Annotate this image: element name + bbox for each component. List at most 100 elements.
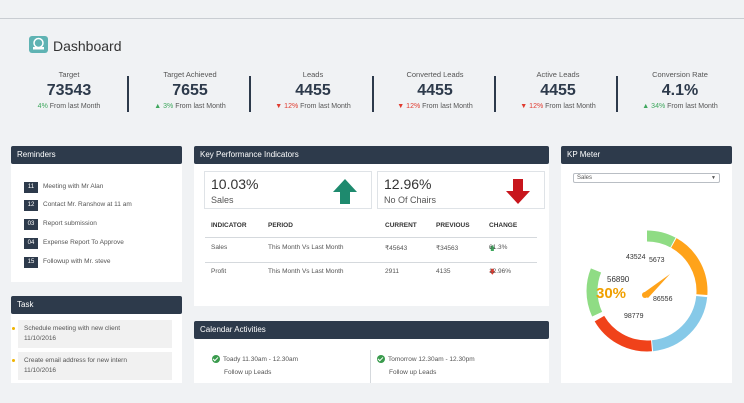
stat-label: Target Achieved (163, 70, 217, 79)
reminder-item[interactable]: 03 Report submission (24, 218, 97, 230)
gauge-label: 43524 (626, 254, 646, 261)
kpi-card-label: Sales (211, 195, 234, 205)
calendar-time: Tomorrow 12.30am - 12.30pm (388, 356, 475, 363)
calendar-item[interactable]: Toady 11.30am - 12.30am Follow up Leads (212, 354, 298, 378)
gauge-label: 5673 (649, 257, 665, 264)
column-header: PERIOD (268, 222, 293, 229)
column-header: PREVIOUS (436, 222, 470, 229)
table-row[interactable]: Profit This Month Vs Last Month 2911 413… (205, 268, 537, 292)
column-header: CURRENT (385, 222, 417, 229)
reminder-text: Report submission (43, 220, 97, 227)
stat-label: Target (58, 70, 80, 79)
stat-label: Converted Leads (406, 70, 464, 79)
reminder-item[interactable]: 04 Expense Report To Approve (24, 237, 124, 249)
reminder-number: 11 (24, 182, 38, 193)
stat-change: 4% From last Month (8, 103, 130, 110)
dashboard-icon (29, 36, 48, 53)
stat-separator (127, 76, 129, 112)
stat-change-text: From last Month (300, 103, 351, 110)
gauge-ring (586, 230, 708, 352)
task-text: Schedule meeting with new client (24, 325, 121, 332)
stat-change-percent: 3% (163, 103, 174, 110)
arrow-up-icon (333, 179, 357, 204)
calendar-text: Follow up Leads (224, 369, 272, 376)
check-circle-icon (377, 355, 385, 364)
stat-value: 4455 (540, 82, 576, 99)
kpi-card-value: 10.03% (211, 176, 259, 192)
calendar-header: Calendar Activities (194, 321, 549, 339)
gauge-segment-red (586, 230, 708, 352)
stat-target: Target 73543 4% From last Month (8, 70, 130, 110)
stat-change: ▼ 12% From last Month (374, 103, 496, 110)
stat-change-percent: 12% (529, 103, 544, 110)
calendar-divider (370, 350, 371, 383)
arrow-down-icon: 🡇 (489, 269, 496, 276)
stat-change: ▼ 12% From last Month (252, 103, 374, 110)
stat-change-text: From last Month (175, 103, 226, 110)
arrow-down-icon (506, 179, 530, 204)
arrow-up-icon: 🡅 (489, 245, 496, 252)
stat-change-percent: 12% (406, 103, 421, 110)
task-bullet-icon (12, 327, 15, 330)
stat-conversion-rate: Conversion Rate 4.1% ▲ 34% From last Mon… (619, 70, 741, 110)
stat-target-achieved: Target Achieved 7655 ▲ 3% From last Mont… (129, 70, 251, 110)
stat-change: ▲ 3% From last Month (129, 103, 251, 110)
stat-label: Active Leads (536, 70, 580, 79)
kp-meter-header: KP Meter (561, 146, 732, 164)
reminder-number: 12 (24, 200, 38, 211)
gauge-segment-green (586, 230, 708, 352)
arrow-up-icon: ▲ (154, 103, 162, 110)
gauge-segment-green (586, 230, 708, 352)
task-date: 11/10/2016 (24, 367, 57, 374)
cell-indicator: Sales (211, 244, 228, 251)
top-divider (0, 18, 744, 19)
check-circle-icon (212, 355, 220, 364)
column-header: INDICATOR (211, 222, 247, 229)
task-item[interactable]: Schedule meeting with new client 11/10/2… (12, 320, 172, 348)
calendar-panel (194, 339, 549, 383)
task-date: 11/10/2016 (24, 335, 57, 342)
select-value: Sales (577, 175, 593, 181)
calendar-item[interactable]: Tomorrow 12.30am - 12.30pm Follow up Lea… (377, 354, 475, 378)
stat-value: 4455 (295, 82, 331, 99)
stat-separator (616, 76, 618, 112)
stat-change: ▲ 34% From last Month (619, 103, 741, 110)
cell-change-value: 12.96% (489, 268, 512, 275)
stats-row: Target 73543 4% From last Month Target A… (0, 70, 744, 120)
kpi-header: Key Performance Indicators (194, 146, 549, 164)
reminders-header: Reminders (11, 146, 182, 164)
gauge-label: 98779 (624, 313, 644, 320)
reminder-text: Meeting with Mr Alan (43, 183, 104, 190)
reminder-item[interactable]: 12 Contact Mr. Ranshow at 11 am (24, 199, 132, 211)
gauge-needle (642, 274, 670, 298)
kp-meter-select[interactable]: Sales ▼ (573, 173, 720, 183)
reminder-text: Expense Report To Approve (43, 239, 124, 246)
calendar-text: Follow up Leads (389, 369, 437, 376)
stat-value: 73543 (46, 82, 92, 99)
reminder-text: Followup with Mr. steve (43, 258, 111, 265)
cell-previous: ₹34563 (436, 245, 459, 252)
calendar-time: Toady 11.30am - 12.30am (223, 356, 299, 363)
task-item[interactable]: Create email address for new intern 11/1… (12, 352, 172, 380)
stat-label: Leads (302, 70, 324, 79)
stat-active-leads: Active Leads 4455 ▼ 12% From last Month (497, 70, 619, 110)
cell-previous: 4135 (436, 268, 451, 275)
reminder-item[interactable]: 11 Meeting with Mr Alan (24, 181, 103, 193)
reminder-item[interactable]: 15 Followup with Mr. steve (24, 256, 111, 268)
table-divider (205, 237, 537, 238)
stat-value: 4455 (417, 82, 453, 99)
stat-change-percent: 4% (37, 103, 48, 110)
stat-separator (494, 76, 496, 112)
column-header: CHANGE (489, 222, 518, 229)
cell-current: 2911 (385, 268, 399, 275)
stat-value: 4.1% (661, 82, 699, 99)
stat-change-text: From last Month (667, 103, 718, 110)
stat-separator (249, 76, 251, 112)
gauge-percent: 30% (596, 285, 626, 302)
arrow-down-icon: ▼ (397, 103, 405, 110)
table-row[interactable]: Sales This Month Vs Last Month ₹45643 ₹3… (205, 244, 537, 268)
page-title: Dashboard (53, 38, 122, 54)
stat-change: ▼ 12% From last Month (497, 103, 619, 110)
stat-label: Conversion Rate (652, 70, 708, 79)
task-bullet-icon (12, 359, 15, 362)
